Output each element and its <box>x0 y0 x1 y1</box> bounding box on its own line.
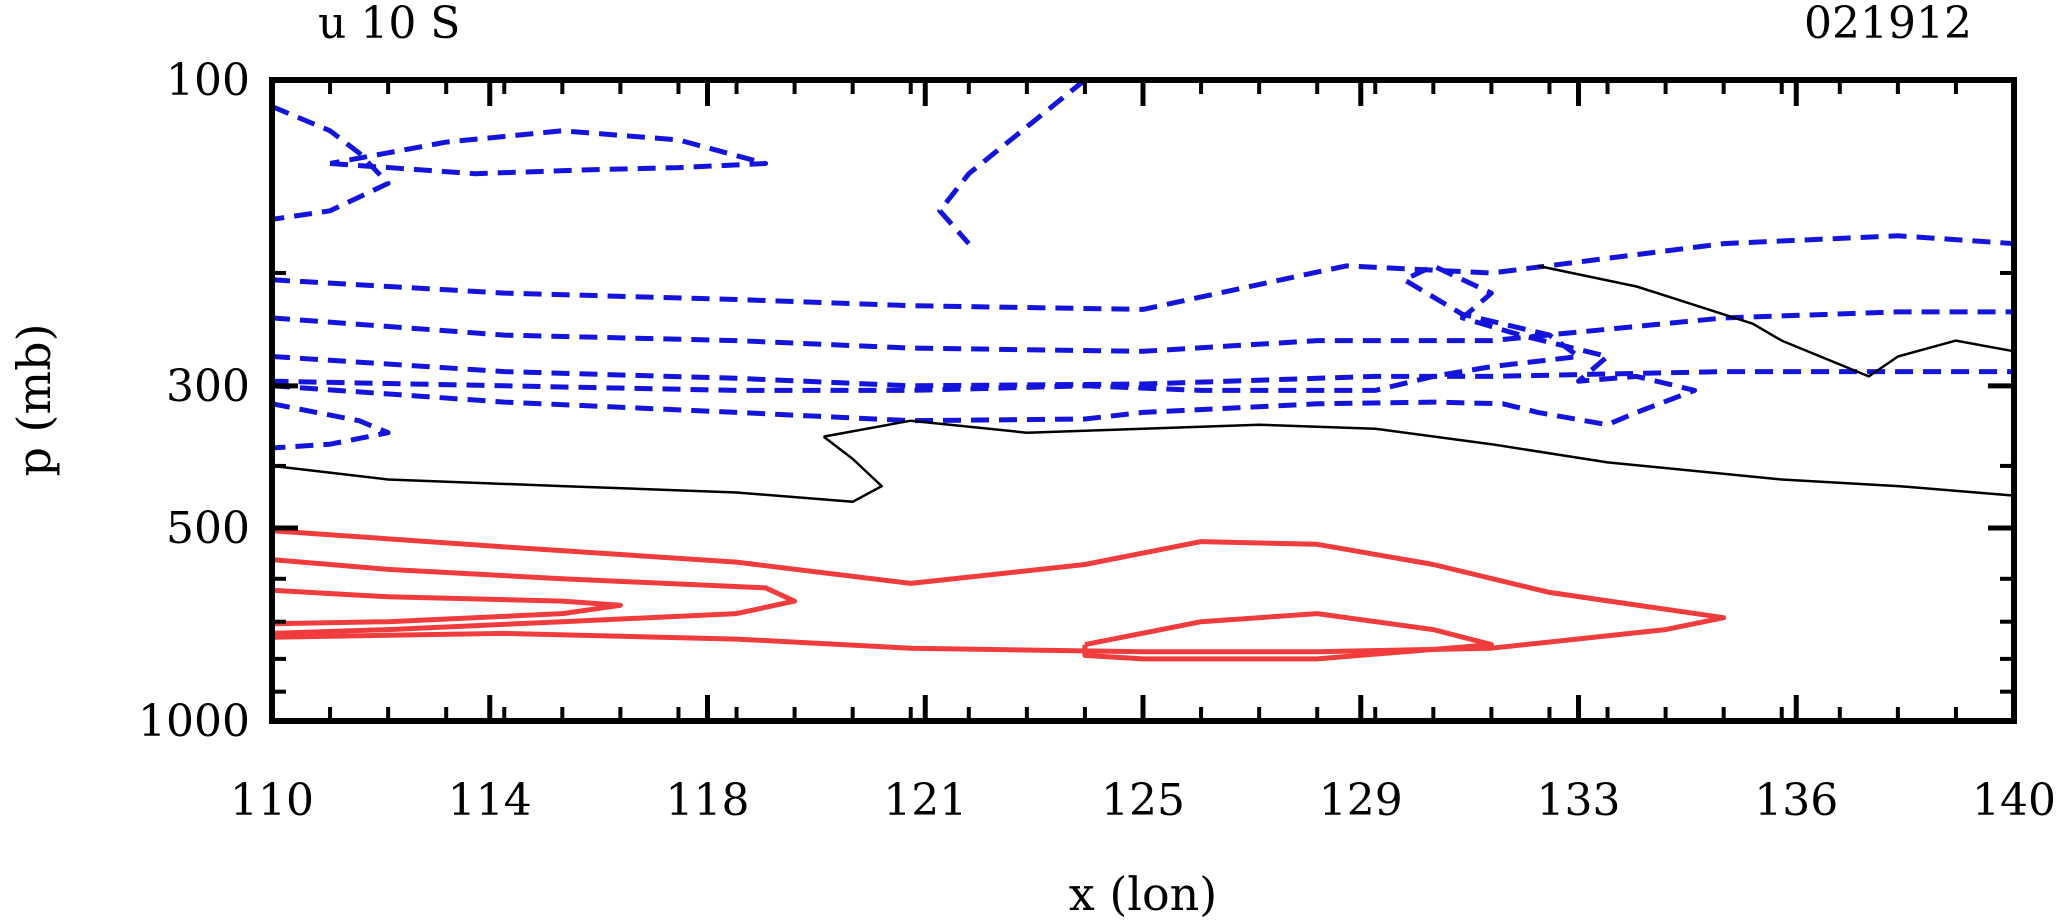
contour-line-12 <box>271 528 1727 655</box>
x-tick-label: 118 <box>666 775 750 826</box>
contour-line-4 <box>271 309 2014 354</box>
contour-line-15 <box>271 587 623 627</box>
x-tick-label: 121 <box>883 775 967 826</box>
y-tick-label: 300 <box>166 361 250 412</box>
contour-line-3 <box>271 233 2015 312</box>
contour-line-14 <box>271 557 798 636</box>
contour-line-8 <box>937 78 1087 246</box>
x-tick-label: 129 <box>1319 775 1403 826</box>
y-tick-label: 500 <box>166 503 250 554</box>
contour-line-7 <box>271 401 391 451</box>
contour-lines <box>271 78 2015 662</box>
x-tick-label: 114 <box>448 775 532 826</box>
y-axis-label: p (mb) <box>7 323 61 476</box>
x-tick-label: 133 <box>1537 775 1621 826</box>
y-tick-label: 1000 <box>138 696 250 747</box>
contour-line-2 <box>271 104 391 222</box>
contour-line-13 <box>1082 611 1494 662</box>
x-tick-label: 140 <box>1972 775 2056 826</box>
y-tick-label: 100 <box>166 55 250 106</box>
x-tick-label: 110 <box>230 775 314 826</box>
contour-line-6 <box>271 263 1698 428</box>
x-axis-label: x (lon) <box>1069 867 1218 921</box>
axis-ticks: 110 114 118 121 125 129 133 136 140 100 300 500 1000 <box>138 55 2056 826</box>
x-tick-label: 125 <box>1101 775 1185 826</box>
contour-line-10 <box>823 419 2015 497</box>
chart-title: u 10 S <box>318 0 460 49</box>
contour-line-1 <box>329 128 769 177</box>
contour-line-9 <box>1537 264 2015 378</box>
contour-line-11 <box>271 435 883 504</box>
date-label: 021912 <box>1804 0 1972 49</box>
x-tick-label: 136 <box>1754 775 1838 826</box>
contour-line-5 <box>271 354 2014 389</box>
